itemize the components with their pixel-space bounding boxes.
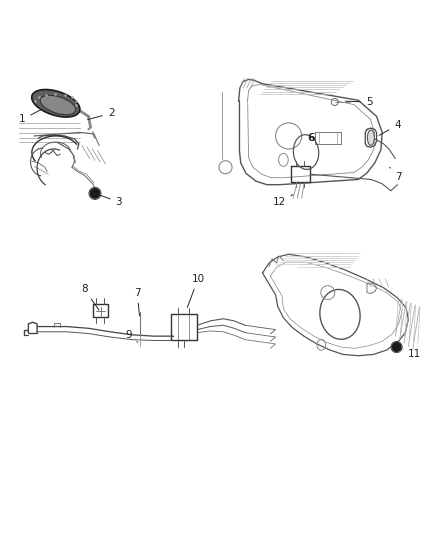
Circle shape — [392, 343, 401, 351]
Text: 7: 7 — [134, 288, 141, 316]
Text: 10: 10 — [187, 273, 205, 308]
Text: 11: 11 — [399, 348, 420, 359]
Text: 2: 2 — [88, 108, 114, 119]
Circle shape — [90, 189, 100, 198]
Ellipse shape — [40, 95, 76, 115]
Ellipse shape — [367, 130, 374, 146]
Text: 12: 12 — [272, 195, 293, 207]
Text: 9: 9 — [125, 330, 138, 342]
Text: 4: 4 — [379, 120, 401, 135]
Text: 7: 7 — [390, 167, 402, 182]
Text: 6: 6 — [307, 133, 314, 143]
Text: 1: 1 — [19, 109, 42, 124]
Text: 5: 5 — [346, 97, 372, 107]
Text: 8: 8 — [81, 284, 99, 310]
Ellipse shape — [32, 90, 80, 117]
Text: 6: 6 — [308, 133, 314, 143]
Text: 3: 3 — [98, 195, 122, 207]
